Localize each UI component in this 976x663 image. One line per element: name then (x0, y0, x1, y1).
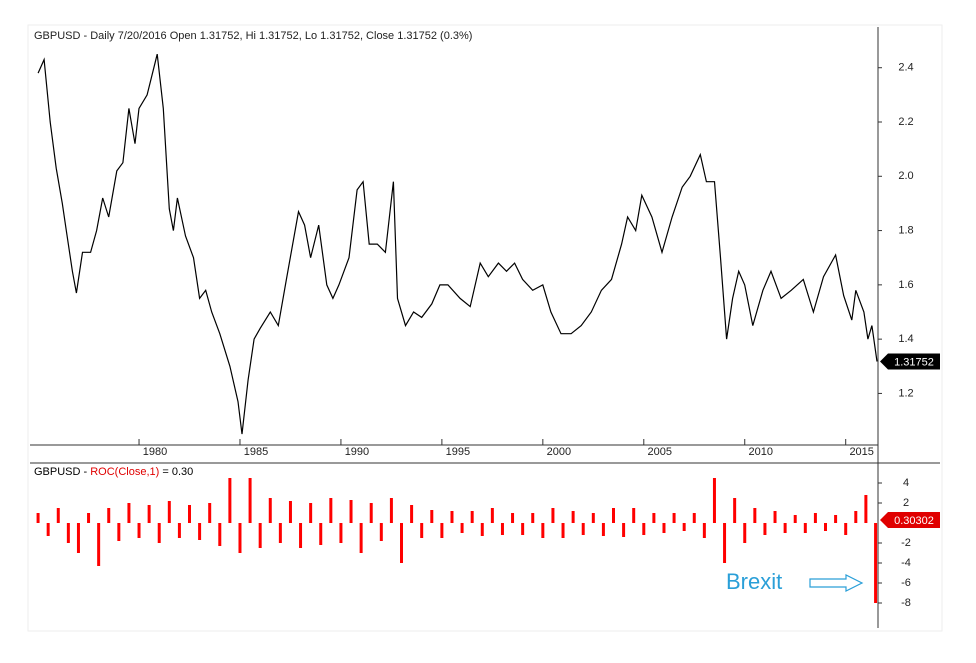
y-tick-label: 4 (903, 477, 909, 489)
last-value-label: 1.31752 (894, 356, 934, 368)
y-tick-label: 2.4 (898, 62, 913, 74)
chart-title: GBPUSD - Daily 7/20/2016 Open 1.31752, H… (34, 30, 472, 42)
y-tick-label: 2.0 (898, 170, 913, 182)
x-tick-label: 2000 (547, 446, 571, 458)
y-tick-label: -4 (901, 557, 911, 569)
x-tick-label: 1980 (143, 446, 167, 458)
x-tick-label: 1985 (244, 446, 268, 458)
roc-title-part: = 0.30 (159, 466, 193, 478)
annotation-arrow (809, 574, 864, 592)
y-tick-label: 1.8 (898, 224, 913, 236)
y-tick-label: 1.6 (898, 279, 913, 291)
x-tick-label: 1995 (446, 446, 470, 458)
roc-title-part: GBPUSD - (34, 466, 90, 478)
y-tick-label: -6 (901, 577, 911, 589)
y-tick-label: 1.4 (898, 333, 913, 345)
y-tick-label: -2 (901, 537, 911, 549)
x-tick-label: 2005 (648, 446, 672, 458)
panel-frame (27, 24, 943, 632)
x-tick-label: 2015 (849, 446, 873, 458)
roc-title-part: ROC(Close,1) (90, 466, 159, 478)
y-tick-label: -8 (901, 597, 911, 609)
x-tick-label: 1990 (345, 446, 369, 458)
last-value-label: 0.30302 (894, 515, 934, 527)
price-line (37, 53, 878, 435)
annotation: Brexit (726, 569, 782, 594)
last-value-box (880, 353, 940, 370)
x-tick-label: 2010 (749, 446, 773, 458)
y-tick-label: 2 (903, 497, 909, 509)
y-tick-label: 2.2 (898, 116, 913, 128)
roc-title: GBPUSD - ROC(Close,1) = 0.30 (34, 466, 193, 478)
last-value-box (880, 511, 940, 528)
y-tick-label: 1.2 (898, 387, 913, 399)
